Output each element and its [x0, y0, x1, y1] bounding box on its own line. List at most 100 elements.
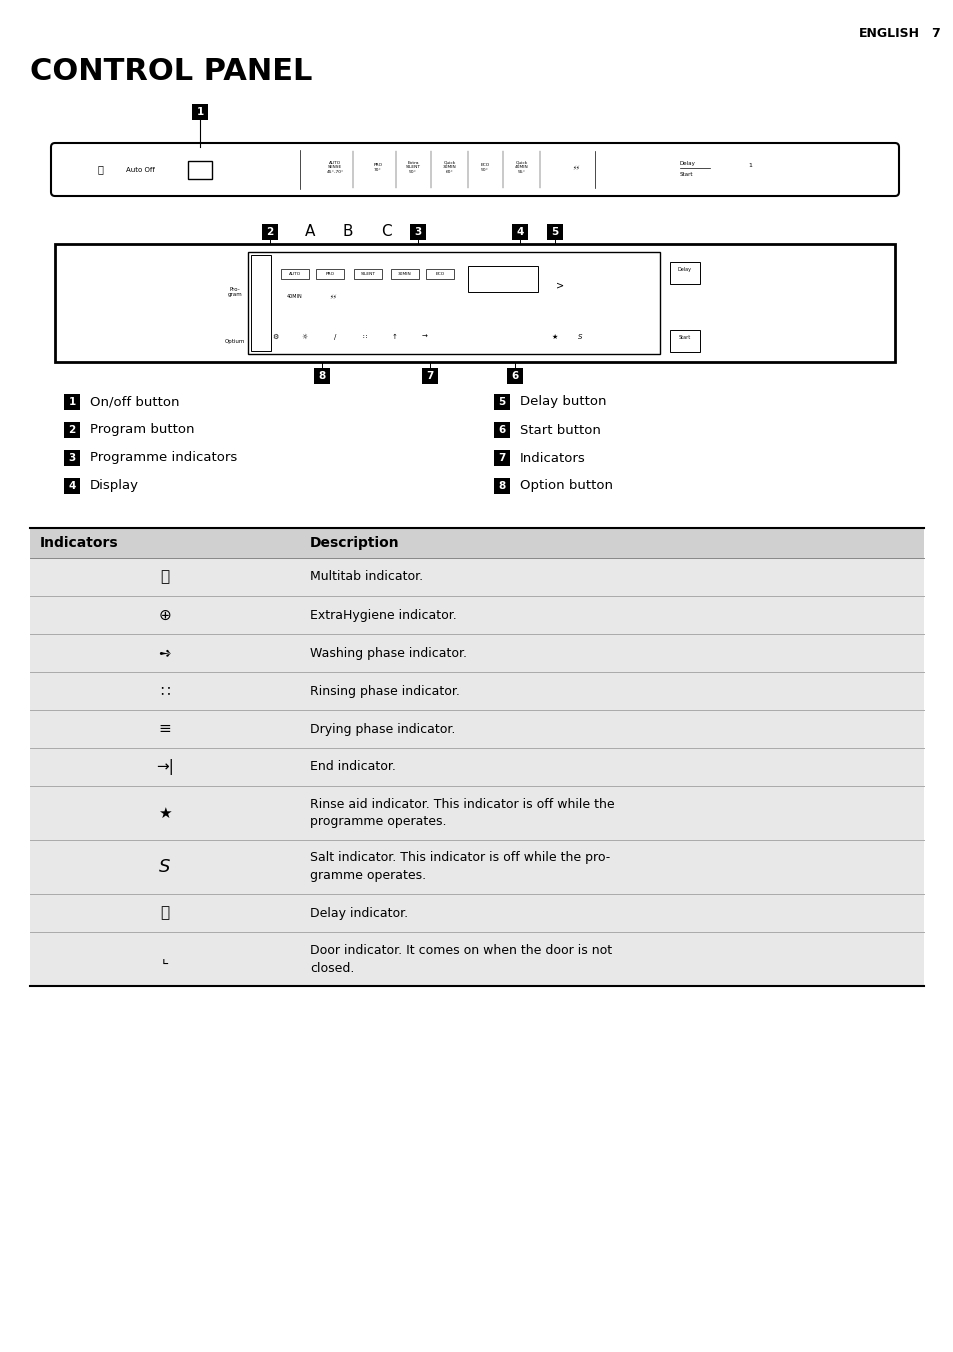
Text: >: > [556, 281, 563, 291]
Text: Drying phase indicator.: Drying phase indicator. [310, 722, 455, 735]
Bar [494, 479, 510, 493]
Text: ≡: ≡ [158, 722, 172, 737]
Bar [30, 894, 923, 932]
Text: ECO: ECO [435, 272, 444, 276]
Bar [315, 269, 344, 279]
Text: 4: 4 [516, 227, 523, 237]
Text: ☼: ☼ [301, 334, 308, 339]
Bar [30, 932, 923, 986]
Bar [30, 634, 923, 672]
Bar [188, 161, 212, 178]
Bar [64, 393, 80, 410]
Text: Start: Start [679, 335, 690, 339]
Text: 8: 8 [497, 481, 505, 491]
Text: Ⓣ: Ⓣ [160, 569, 170, 584]
Text: 1: 1 [69, 397, 75, 407]
Text: /: / [334, 334, 335, 339]
Bar [55, 243, 894, 362]
Bar [30, 840, 923, 894]
Text: CONTROL PANEL: CONTROL PANEL [30, 57, 312, 87]
Text: ⏰: ⏰ [160, 906, 170, 921]
Text: A: A [305, 224, 314, 239]
Text: ⏻: ⏻ [97, 165, 103, 174]
Text: Delay button: Delay button [519, 396, 606, 408]
Text: Quick
40MIN
55°: Quick 40MIN 55° [515, 161, 528, 174]
Text: Pro-
gram: Pro- gram [228, 287, 242, 297]
Text: 2: 2 [266, 227, 274, 237]
Text: Display: Display [90, 480, 139, 492]
Text: Indicators: Indicators [519, 452, 585, 465]
Bar [669, 330, 700, 352]
Text: End indicator.: End indicator. [310, 760, 395, 773]
Text: Optium: Optium [225, 339, 245, 345]
Bar [262, 224, 277, 241]
Bar [30, 672, 923, 710]
Bar [512, 224, 527, 241]
Text: Multitab indicator.: Multitab indicator. [310, 571, 423, 584]
Bar [251, 256, 271, 352]
Text: On/off button: On/off button [90, 396, 179, 408]
Bar [494, 393, 510, 410]
Bar [30, 710, 923, 748]
Text: Program button: Program button [90, 423, 194, 437]
Text: ↑: ↑ [392, 334, 397, 339]
Text: Salt indicator. This indicator is off while the pro-
gramme operates.: Salt indicator. This indicator is off wh… [310, 852, 610, 883]
Text: ENGLISH: ENGLISH [858, 27, 919, 41]
Text: 5: 5 [497, 397, 505, 407]
Bar [410, 224, 426, 241]
Bar [468, 266, 537, 292]
Bar [354, 269, 381, 279]
Bar [192, 104, 208, 120]
Text: 7: 7 [497, 453, 505, 462]
Text: Auto Off: Auto Off [126, 166, 154, 173]
Text: ⚡⚡: ⚡⚡ [572, 166, 579, 170]
Text: 1: 1 [747, 164, 751, 168]
Text: Indicators: Indicators [40, 535, 118, 550]
Text: 1: 1 [196, 107, 203, 118]
FancyBboxPatch shape [51, 143, 898, 196]
Text: ⚡⚡: ⚡⚡ [329, 295, 336, 300]
Text: C: C [380, 224, 391, 239]
Text: 40MIN: 40MIN [287, 295, 302, 300]
Text: S: S [578, 334, 581, 339]
Bar [506, 368, 522, 384]
Text: SILENT: SILENT [360, 272, 375, 276]
Text: ECO
50°: ECO 50° [480, 164, 489, 172]
Bar [30, 748, 923, 786]
Text: Delay: Delay [678, 266, 691, 272]
Text: 7: 7 [426, 370, 434, 381]
Text: B: B [342, 224, 353, 239]
Text: ★: ★ [551, 334, 558, 339]
Text: ⊕: ⊕ [158, 607, 172, 622]
Bar [314, 368, 330, 384]
Bar [30, 558, 923, 596]
Text: ∷: ∷ [362, 334, 367, 339]
Text: AUTO
SENSE
45°-70°: AUTO SENSE 45°-70° [326, 161, 343, 174]
Bar [669, 262, 700, 284]
Text: ∷: ∷ [160, 684, 170, 699]
Bar [281, 269, 309, 279]
Text: S: S [159, 859, 171, 876]
Bar [30, 786, 923, 840]
Text: Start button: Start button [519, 423, 600, 437]
Text: 6: 6 [497, 425, 505, 435]
Text: 8: 8 [318, 370, 325, 381]
Bar [248, 251, 659, 354]
Text: Description: Description [310, 535, 399, 550]
Text: 30MIN: 30MIN [397, 272, 412, 276]
Bar [421, 368, 437, 384]
Text: Door indicator. It comes on when the door is not
closed.: Door indicator. It comes on when the doo… [310, 944, 612, 975]
Text: 5: 5 [551, 227, 558, 237]
Text: Rinsing phase indicator.: Rinsing phase indicator. [310, 684, 459, 698]
Bar [64, 450, 80, 466]
Text: Washing phase indicator.: Washing phase indicator. [310, 646, 467, 660]
Bar [494, 450, 510, 466]
Text: ★: ★ [158, 806, 172, 821]
Bar [494, 422, 510, 438]
Text: →|: →| [156, 758, 173, 775]
Text: 7: 7 [930, 27, 939, 41]
Bar [30, 596, 923, 634]
Text: ExtraHygiene indicator.: ExtraHygiene indicator. [310, 608, 456, 622]
Text: PRO
70°: PRO 70° [374, 164, 382, 172]
Bar [546, 224, 562, 241]
